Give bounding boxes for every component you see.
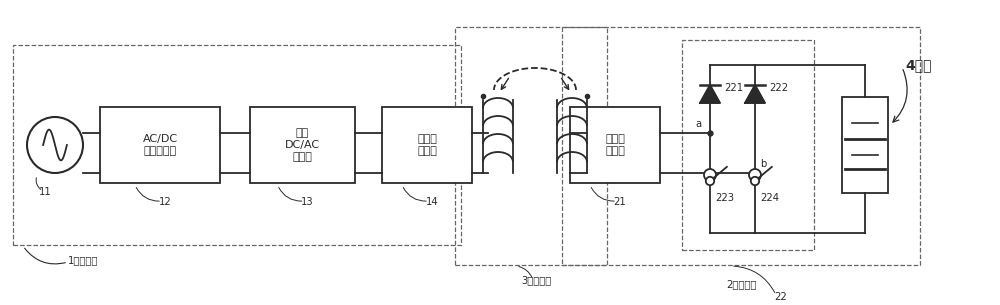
Circle shape: [749, 169, 761, 181]
Polygon shape: [745, 85, 765, 103]
Bar: [570, 107, 660, 183]
Text: 3磁耦合器: 3磁耦合器: [521, 275, 551, 285]
Text: 21: 21: [614, 197, 626, 207]
Bar: [562, 27, 920, 265]
Text: 11: 11: [39, 187, 51, 197]
Text: 12: 12: [159, 197, 171, 207]
Bar: [382, 107, 472, 183]
Polygon shape: [700, 85, 720, 103]
Text: 13: 13: [301, 197, 314, 207]
Text: b: b: [760, 159, 766, 169]
Bar: [682, 40, 814, 250]
Text: 223: 223: [715, 193, 734, 203]
Text: 222: 222: [769, 83, 788, 93]
Text: 1原边电路: 1原边电路: [68, 255, 98, 265]
Bar: [13, 45, 461, 245]
Text: 22: 22: [775, 292, 787, 302]
Bar: [250, 107, 355, 183]
Text: 2副边电路: 2副边电路: [726, 279, 756, 289]
Text: 高频
DC/AC
逆变器: 高频 DC/AC 逆变器: [285, 128, 320, 162]
Circle shape: [27, 117, 83, 173]
Text: 221: 221: [724, 83, 743, 93]
Bar: [100, 107, 220, 183]
Circle shape: [704, 169, 716, 181]
Circle shape: [706, 177, 714, 185]
Circle shape: [751, 177, 759, 185]
Text: 原边补
偿电路: 原边补 偿电路: [417, 134, 437, 156]
Text: 副边补
偿电路: 副边补 偿电路: [605, 134, 625, 156]
Text: 4负载: 4负载: [905, 58, 932, 72]
Text: 224: 224: [760, 193, 779, 203]
Bar: [842, 97, 888, 193]
Text: 14: 14: [426, 197, 438, 207]
Bar: [455, 27, 607, 265]
Text: a: a: [696, 119, 702, 129]
Text: AC/DC
整流变换器: AC/DC 整流变换器: [142, 134, 178, 156]
